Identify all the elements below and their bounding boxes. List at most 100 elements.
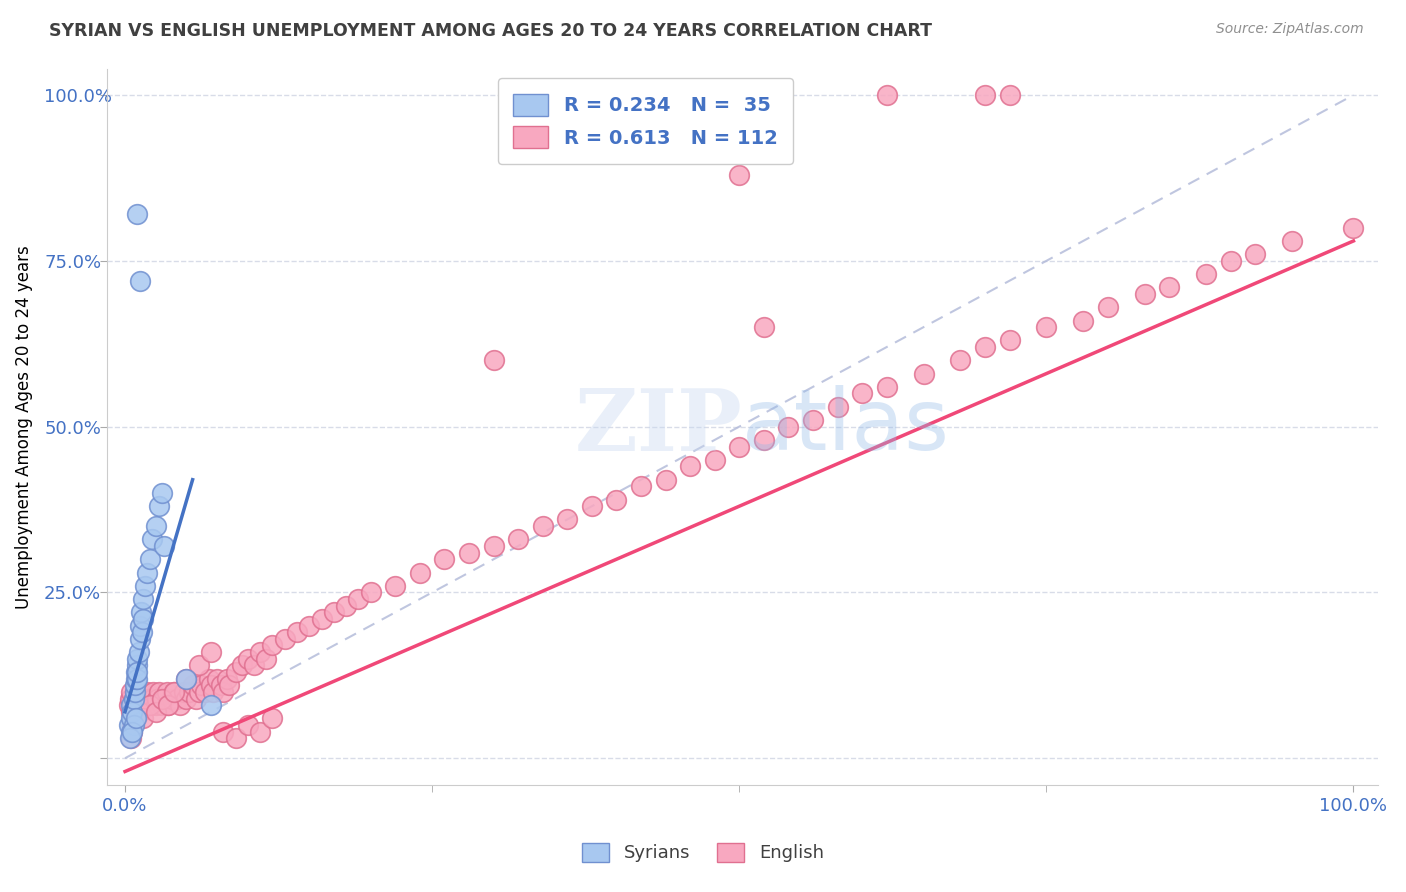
Point xyxy=(145,705,167,719)
Point xyxy=(122,691,145,706)
Point xyxy=(132,711,155,725)
Point xyxy=(127,685,149,699)
Point xyxy=(132,612,155,626)
Point xyxy=(531,519,554,533)
Point xyxy=(433,552,456,566)
Point xyxy=(157,698,180,713)
Point xyxy=(120,711,142,725)
Point xyxy=(125,711,148,725)
Point xyxy=(128,274,150,288)
Point xyxy=(274,632,297,646)
Point xyxy=(127,658,149,673)
Point xyxy=(752,320,775,334)
Point xyxy=(200,698,222,713)
Point xyxy=(630,479,652,493)
Point xyxy=(1219,253,1241,268)
Point xyxy=(851,386,873,401)
Point xyxy=(136,685,159,699)
Point xyxy=(121,705,143,719)
Point xyxy=(194,685,217,699)
Point xyxy=(124,685,146,699)
Point xyxy=(163,685,186,699)
Point xyxy=(150,698,173,713)
Point xyxy=(148,685,170,699)
Point xyxy=(1281,234,1303,248)
Point xyxy=(1035,320,1057,334)
Point xyxy=(138,552,160,566)
Point xyxy=(118,718,141,732)
Point xyxy=(728,440,751,454)
Text: SYRIAN VS ENGLISH UNEMPLOYMENT AMONG AGES 20 TO 24 YEARS CORRELATION CHART: SYRIAN VS ENGLISH UNEMPLOYMENT AMONG AGE… xyxy=(49,22,932,40)
Point xyxy=(150,486,173,500)
Point xyxy=(166,691,188,706)
Point xyxy=(176,691,198,706)
Point xyxy=(205,672,228,686)
Point xyxy=(127,665,149,679)
Point xyxy=(555,512,578,526)
Point xyxy=(827,400,849,414)
Point xyxy=(124,685,146,699)
Point xyxy=(160,691,183,706)
Point xyxy=(127,207,149,221)
Point xyxy=(136,566,159,580)
Point xyxy=(778,419,800,434)
Point xyxy=(1071,313,1094,327)
Point xyxy=(125,665,148,679)
Point xyxy=(128,691,150,706)
Point xyxy=(128,632,150,646)
Point xyxy=(125,672,148,686)
Point xyxy=(311,612,333,626)
Point xyxy=(120,698,142,713)
Point xyxy=(153,539,176,553)
Point xyxy=(132,698,155,713)
Point xyxy=(801,413,824,427)
Point xyxy=(146,691,169,706)
Point xyxy=(508,533,530,547)
Point xyxy=(132,685,155,699)
Point xyxy=(131,625,153,640)
Point xyxy=(236,652,259,666)
Point xyxy=(134,691,156,706)
Point xyxy=(876,380,898,394)
Point xyxy=(129,605,152,619)
Point xyxy=(298,618,321,632)
Point xyxy=(200,645,222,659)
Point xyxy=(118,731,141,746)
Point xyxy=(138,698,160,713)
Point xyxy=(197,672,219,686)
Point xyxy=(145,519,167,533)
Legend: Syrians, English: Syrians, English xyxy=(575,836,831,870)
Point xyxy=(122,718,145,732)
Point xyxy=(127,691,149,706)
Point xyxy=(173,685,195,699)
Point xyxy=(236,718,259,732)
Point xyxy=(176,672,198,686)
Point xyxy=(262,639,284,653)
Point xyxy=(120,731,142,746)
Point xyxy=(1343,220,1365,235)
Point xyxy=(135,698,157,713)
Point xyxy=(124,711,146,725)
Point xyxy=(249,645,271,659)
Point xyxy=(142,685,165,699)
Point xyxy=(121,718,143,732)
Point xyxy=(128,698,150,713)
Point xyxy=(998,88,1021,103)
Point xyxy=(215,672,238,686)
Text: ZIP: ZIP xyxy=(575,384,742,468)
Point xyxy=(360,585,382,599)
Point xyxy=(121,724,143,739)
Point xyxy=(1159,280,1181,294)
Point xyxy=(458,546,481,560)
Point xyxy=(752,433,775,447)
Point xyxy=(347,592,370,607)
Text: atlas: atlas xyxy=(742,385,950,468)
Point xyxy=(202,685,225,699)
Point xyxy=(243,658,266,673)
Point xyxy=(1133,287,1156,301)
Point xyxy=(176,672,198,686)
Point xyxy=(132,592,155,607)
Point xyxy=(169,698,191,713)
Point xyxy=(998,334,1021,348)
Point xyxy=(138,691,160,706)
